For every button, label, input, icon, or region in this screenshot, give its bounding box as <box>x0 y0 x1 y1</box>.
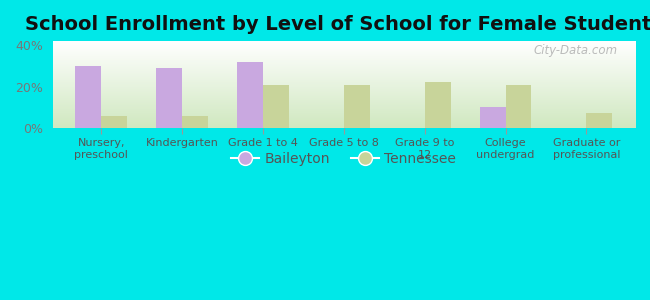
Bar <box>586 113 612 128</box>
Bar <box>75 66 101 128</box>
Bar <box>237 62 263 128</box>
Legend: Baileyton, Tennessee: Baileyton, Tennessee <box>226 146 462 171</box>
Bar <box>480 107 506 128</box>
Bar <box>263 85 289 128</box>
Bar <box>424 82 450 128</box>
Bar <box>101 116 127 128</box>
Bar <box>156 68 182 128</box>
Bar <box>506 85 532 128</box>
Bar <box>182 116 208 128</box>
Text: City-Data.com: City-Data.com <box>534 44 618 57</box>
Title: School Enrollment by Level of School for Female Students: School Enrollment by Level of School for… <box>25 15 650 34</box>
Bar <box>344 85 370 128</box>
